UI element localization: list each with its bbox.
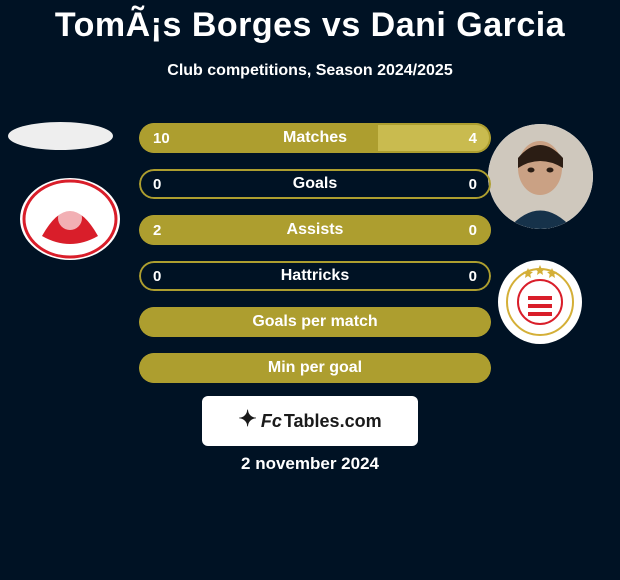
- comparison-canvas: TomÃ¡s Borges vs Dani Garcia Club compet…: [0, 0, 620, 580]
- logo-text-fc: Fc: [261, 411, 282, 432]
- stat-label: Min per goal: [139, 353, 491, 383]
- stat-value-right: 4: [469, 123, 477, 153]
- stat-row: Min per goal: [139, 353, 491, 383]
- stat-row: Assists2 0: [139, 215, 491, 245]
- stat-label: Goals per match: [139, 307, 491, 337]
- date-label: 2 november 2024: [0, 454, 620, 474]
- player-right-club-badge: [498, 260, 582, 344]
- stat-value-right: 0: [469, 215, 477, 245]
- stat-value-left: 10: [153, 123, 170, 153]
- logo-mark-icon: ✦: [238, 406, 256, 432]
- logo-text-rest: Tables.com: [284, 411, 382, 432]
- stat-value-left: 0: [153, 169, 161, 199]
- stat-row: Goals per match: [139, 307, 491, 337]
- stat-label: Goals: [139, 169, 491, 199]
- stat-value-right: 0: [469, 169, 477, 199]
- page-title: TomÃ¡s Borges vs Dani Garcia: [0, 6, 620, 45]
- page-subtitle: Club competitions, Season 2024/2025: [0, 62, 620, 80]
- stat-row: Hattricks0 0: [139, 261, 491, 291]
- stat-label: Matches: [139, 123, 491, 153]
- stats-rows: Matches104Goals00Assists20Hattricks00Goa…: [139, 123, 491, 399]
- stat-value-right: 0: [469, 261, 477, 291]
- stat-label: Hattricks: [139, 261, 491, 291]
- stat-row: Goals0 0: [139, 169, 491, 199]
- player-left-club-badge: [20, 178, 120, 260]
- stat-row: Matches10 4: [139, 123, 491, 153]
- player-left-avatar: [8, 122, 113, 150]
- stat-value-left: 0: [153, 261, 161, 291]
- stat-label: Assists: [139, 215, 491, 245]
- player-right-avatar: [488, 124, 593, 229]
- stat-value-left: 2: [153, 215, 161, 245]
- fctables-logo: ✦ FcTables.com: [202, 396, 418, 446]
